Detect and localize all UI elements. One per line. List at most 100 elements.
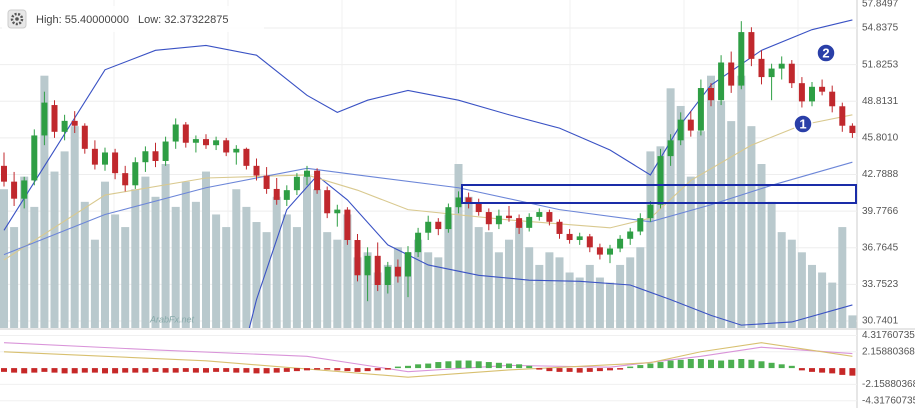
histogram-bar xyxy=(748,359,755,369)
histogram-bar xyxy=(213,368,220,372)
candle-body xyxy=(647,204,654,219)
volume-bar xyxy=(353,257,362,328)
histogram-bar xyxy=(61,368,68,374)
histogram-bar xyxy=(485,362,492,369)
histogram-bar xyxy=(142,368,149,373)
candle-body xyxy=(1,165,7,182)
volume-bar xyxy=(616,264,625,328)
volume-bar xyxy=(373,272,382,328)
candle-body xyxy=(283,190,290,200)
volume-bar xyxy=(747,126,756,328)
histogram-bar xyxy=(617,368,624,370)
volume-bar xyxy=(838,227,847,328)
candle-body xyxy=(556,221,563,234)
histogram-bar xyxy=(405,365,411,369)
candle-body xyxy=(839,106,846,126)
volume-bar xyxy=(606,282,614,328)
histogram-bar xyxy=(233,368,240,373)
volume-bar xyxy=(787,239,796,328)
y-tick-label: 39.7766 xyxy=(862,206,899,217)
histogram-bar xyxy=(192,368,199,373)
volume-bar xyxy=(90,239,99,328)
candle-body xyxy=(758,58,765,78)
volume-bar xyxy=(585,264,594,328)
histogram-bar xyxy=(344,368,351,372)
candle-body xyxy=(708,88,714,101)
histogram-bar xyxy=(677,359,684,369)
histogram-bar xyxy=(687,359,694,369)
y-tick-label: -2.15880368 xyxy=(862,379,915,390)
volume-bar xyxy=(131,189,140,328)
volume-bar xyxy=(222,227,231,328)
volume-bar xyxy=(454,164,463,328)
candle-body xyxy=(465,197,472,204)
volume-bar xyxy=(828,282,837,328)
volume-bar xyxy=(595,277,604,328)
histogram-bar xyxy=(102,368,108,374)
histogram-bar xyxy=(455,360,462,369)
candle-body xyxy=(738,32,745,86)
histogram-bar xyxy=(354,368,361,372)
candle-body xyxy=(223,140,230,153)
high-label: High: 55.40000000 xyxy=(36,14,129,26)
volume-bar xyxy=(262,232,271,328)
volume-bar xyxy=(414,239,423,328)
volume-bar xyxy=(171,206,180,328)
histogram-bar xyxy=(41,368,48,372)
candle-body xyxy=(334,209,341,214)
volume-bar xyxy=(393,247,402,328)
histogram-bar xyxy=(263,368,270,374)
histogram-bar xyxy=(566,368,573,372)
volume-bar xyxy=(535,264,544,328)
candle-body xyxy=(586,236,593,248)
candle-body xyxy=(91,148,98,165)
volume-bar xyxy=(181,181,190,328)
candle-body xyxy=(809,86,815,102)
histogram-bar xyxy=(809,368,815,372)
volume-bar xyxy=(646,151,655,328)
volume-bar xyxy=(303,176,311,328)
candle-body xyxy=(192,139,199,143)
volume-bar xyxy=(636,247,645,328)
histogram-bar xyxy=(11,368,18,373)
candle-body xyxy=(677,119,684,141)
volume-bar xyxy=(383,264,392,328)
histogram-bar xyxy=(172,368,179,373)
settings-icon[interactable] xyxy=(7,9,27,29)
volume-bar xyxy=(343,214,352,328)
candle-body xyxy=(142,151,149,163)
histogram-bar xyxy=(364,368,371,372)
volume-bar xyxy=(0,189,8,328)
histogram-bar xyxy=(526,365,533,369)
volume-bar xyxy=(767,201,776,328)
candle-body xyxy=(617,238,624,249)
histogram-bar xyxy=(556,368,563,372)
volume-bar xyxy=(323,232,332,328)
histogram-bar xyxy=(293,368,300,372)
histogram-bar xyxy=(1,368,7,372)
candle-body xyxy=(162,141,169,161)
candle-body xyxy=(748,32,755,59)
volume-bar xyxy=(232,189,241,328)
candle-body xyxy=(798,83,805,102)
volume-bar xyxy=(464,196,473,328)
candle-body xyxy=(203,139,209,146)
histogram-bar xyxy=(516,364,523,369)
histogram-bar xyxy=(122,368,129,373)
candle-body xyxy=(829,91,836,107)
histogram-bar xyxy=(718,360,725,369)
candle-body xyxy=(41,102,48,136)
histogram-bar xyxy=(465,360,472,369)
histogram-bar xyxy=(445,361,452,369)
histogram-bar xyxy=(152,368,159,372)
candle-body xyxy=(21,180,28,199)
candle-body xyxy=(293,176,300,191)
histogram-bar xyxy=(697,359,704,369)
candle-body xyxy=(425,221,432,233)
volume-bar xyxy=(292,227,301,328)
volume-bar xyxy=(202,171,210,328)
y-tick-label: 57.8497 xyxy=(862,0,899,10)
y-tick-label: 33.7523 xyxy=(862,279,899,290)
histogram-bar xyxy=(657,362,664,369)
